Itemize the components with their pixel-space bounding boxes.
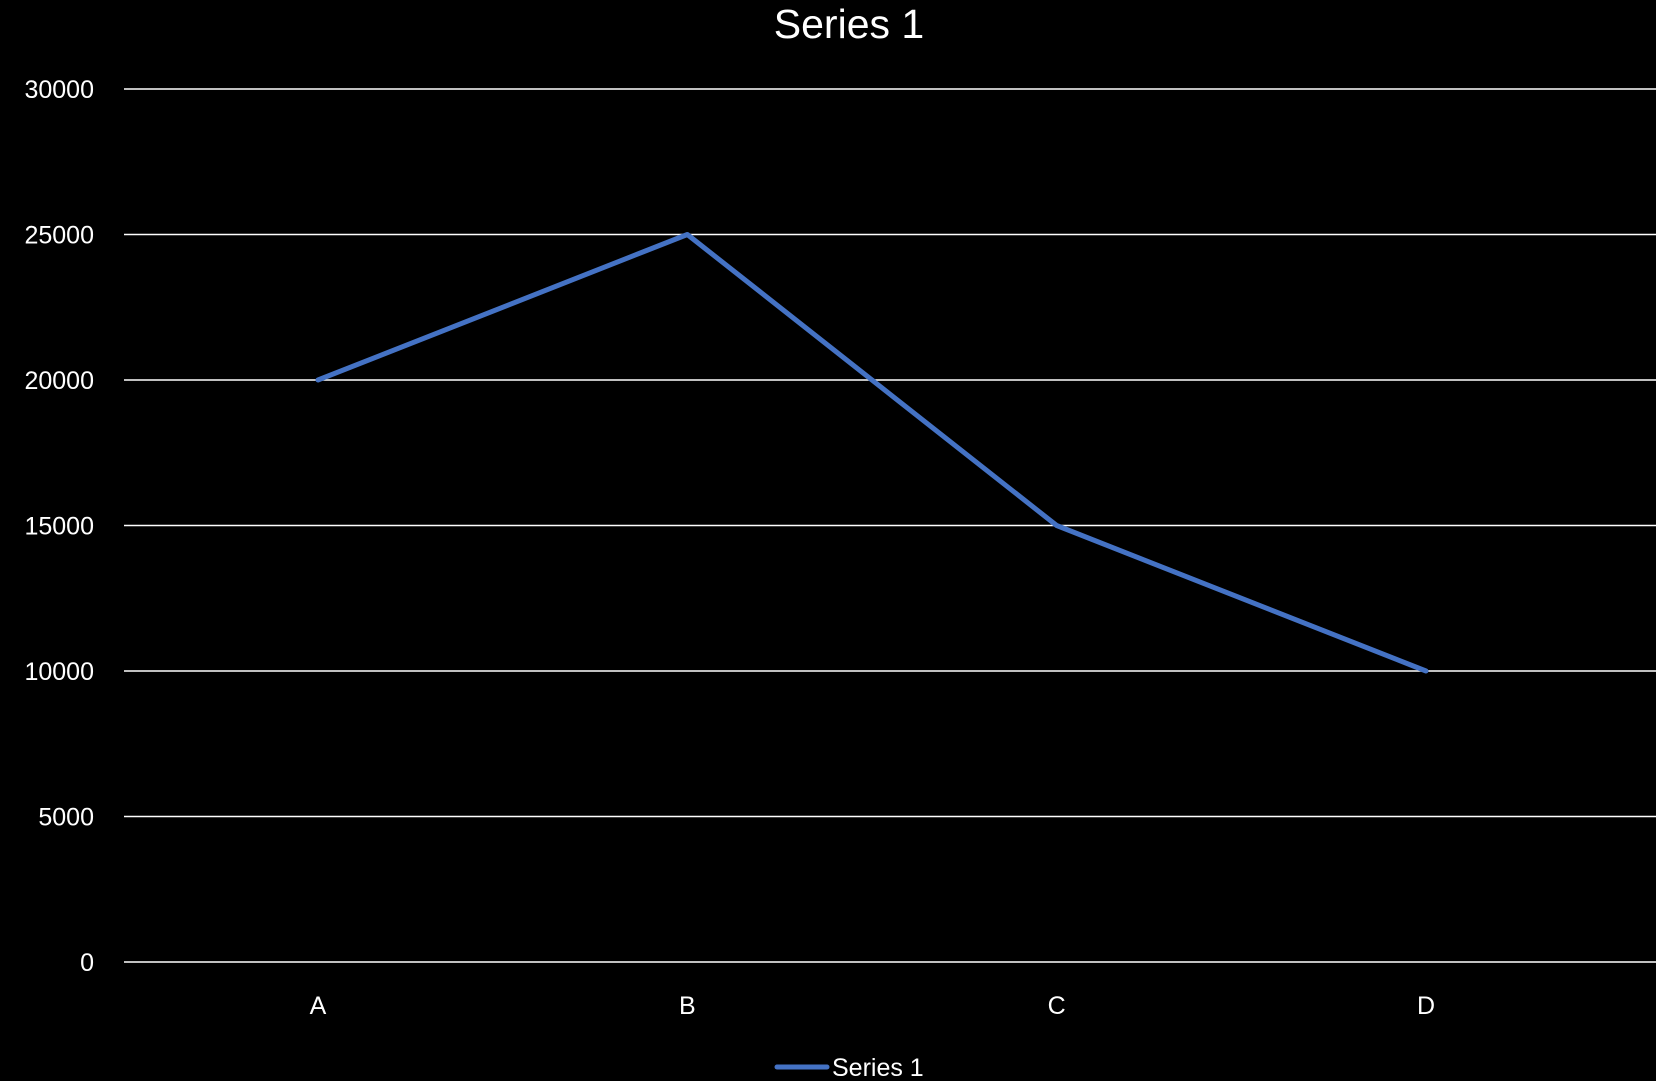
x-tick-label: D	[1417, 992, 1435, 1020]
series-line-1	[315, 232, 1429, 674]
x-tick-label: B	[679, 992, 696, 1020]
x-axis-tick-labels: A B C D	[310, 992, 1435, 1020]
series-lines	[315, 232, 1429, 674]
y-tick-label: 25000	[24, 222, 94, 250]
y-tick-label: 15000	[24, 513, 94, 541]
y-tick-label: 30000	[24, 76, 94, 104]
y-tick-label: 10000	[24, 658, 94, 686]
y-tick-label: 20000	[24, 367, 94, 395]
gridlines	[124, 88, 1656, 963]
legend-label-series-1: Series 1	[832, 1054, 924, 1081]
legend: Series 1	[774, 1054, 924, 1081]
chart-title: Series 1	[774, 1, 924, 47]
y-tick-label: 5000	[38, 804, 94, 832]
y-axis-tick-labels: 0 5000 10000 15000 20000 25000 30000	[24, 76, 94, 977]
x-tick-label: A	[310, 992, 327, 1020]
x-tick-label: C	[1048, 992, 1066, 1020]
y-tick-label: 0	[80, 949, 94, 977]
